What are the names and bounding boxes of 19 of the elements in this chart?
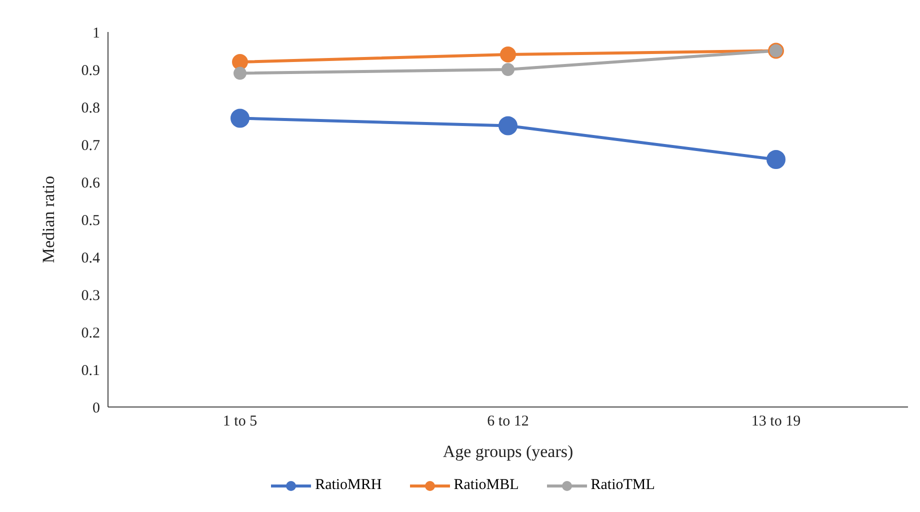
y-tick-label: 0.9 <box>81 62 100 79</box>
legend-label: RatioMBL <box>452 477 519 494</box>
y-tick-label: 0.3 <box>81 288 100 304</box>
y-tick-label: 0.6 <box>81 175 100 192</box>
y-tick-label: 0.4 <box>81 250 100 266</box>
y-tick-label: 0.5 <box>81 212 100 229</box>
legend-label: RatioTML <box>590 477 655 494</box>
y-tick-label: 0.8 <box>81 100 100 116</box>
legend-label: RatioMRH <box>314 477 382 494</box>
y-tick-label: 1 <box>92 25 100 42</box>
x-axis-title: Age groups (years) <box>442 442 574 461</box>
x-tick-label: 6 to 12 <box>487 414 529 430</box>
y-axis-title: Median ratio <box>39 176 58 264</box>
x-tick-label: 1 to 5 <box>222 414 258 430</box>
y-tick-label: 0.1 <box>81 362 100 379</box>
y-tick-label: 0.2 <box>81 325 100 342</box>
y-tick-label: 0 <box>92 400 100 416</box>
x-tick-label: 13 to 19 <box>751 414 801 430</box>
y-tick-label: 0.7 <box>81 138 100 154</box>
